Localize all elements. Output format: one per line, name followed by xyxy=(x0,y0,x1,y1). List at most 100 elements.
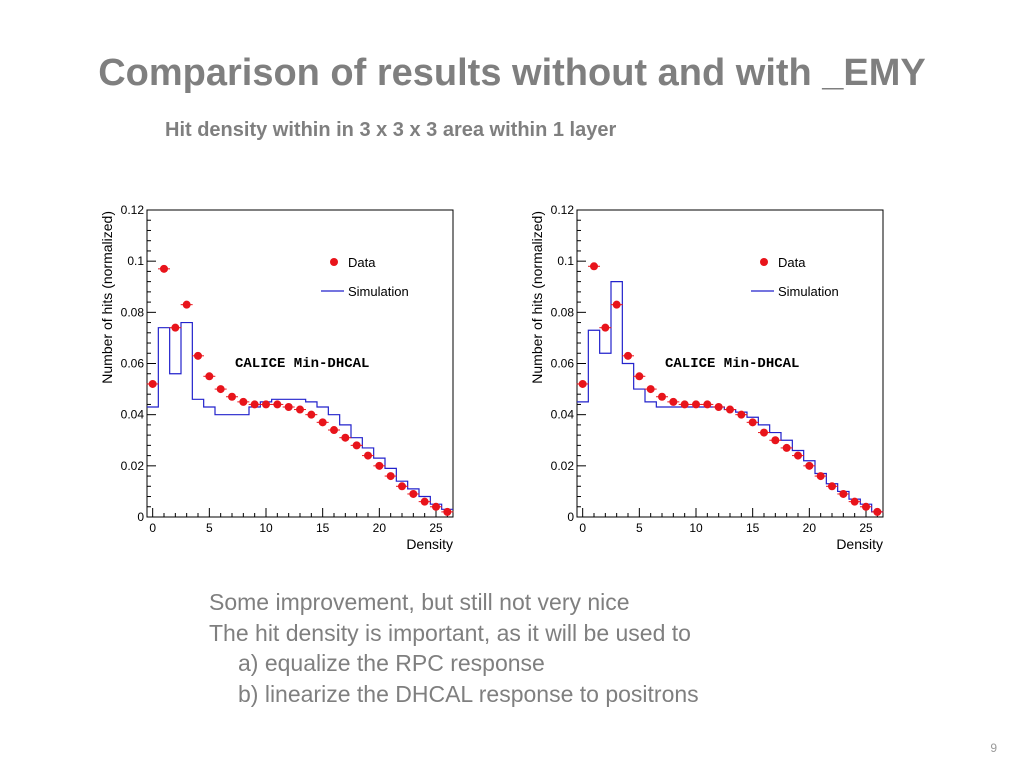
y-tick-label: 0.06 xyxy=(551,357,575,371)
data-point xyxy=(375,461,384,470)
legend-data-marker xyxy=(760,258,768,266)
legend-simulation-label: Simulation xyxy=(348,284,409,299)
data-point xyxy=(296,405,304,414)
legend-data-marker xyxy=(330,258,338,266)
y-tick-label: 0.02 xyxy=(121,459,145,473)
data-point xyxy=(148,379,157,388)
data-point xyxy=(160,264,168,273)
data-point xyxy=(692,400,700,409)
x-tick-label: 20 xyxy=(803,521,817,535)
data-point xyxy=(409,489,418,498)
y-axis-title: Number of hits (normalized) xyxy=(529,211,545,384)
data-point xyxy=(601,323,610,332)
y-tick-label: 0.04 xyxy=(121,408,145,422)
data-point xyxy=(171,323,180,332)
x-axis-title: Density xyxy=(836,536,883,552)
data-point xyxy=(330,426,338,435)
x-axis-title: Density xyxy=(406,536,453,552)
y-tick-label: 0.1 xyxy=(127,254,144,268)
data-point xyxy=(771,436,780,445)
chart-left: 0 0.02 0.04 0.06 0.08 0.1 0.12 0 5 10 15 20 25 Densit… xyxy=(92,196,472,561)
data-point xyxy=(748,418,757,427)
x-tick-label: 10 xyxy=(689,521,703,535)
legend-data-label: Data xyxy=(778,255,806,270)
data-point xyxy=(703,400,712,409)
data-point xyxy=(805,461,814,470)
y-tick-label: 0.08 xyxy=(121,305,145,319)
x-tick-label: 10 xyxy=(259,521,273,535)
x-tick-label: 0 xyxy=(579,521,586,535)
data-point xyxy=(646,385,655,394)
data-point xyxy=(624,351,632,360)
y-tick-label: 0.06 xyxy=(121,357,145,371)
slide-subtitle: Hit density within in 3 x 3 x 3 area wit… xyxy=(165,119,617,141)
data-point xyxy=(352,441,361,450)
y-tick-label: 0.04 xyxy=(551,408,575,422)
x-tick-label: 15 xyxy=(746,521,760,535)
x-tick-label: 15 xyxy=(316,521,330,535)
bullet-line-1: Some improvement, but still not very nic… xyxy=(209,589,630,615)
slide-title: Comparison of results without and with _… xyxy=(98,52,926,94)
data-point xyxy=(307,410,316,419)
data-point xyxy=(760,428,768,437)
x-tick-label: 25 xyxy=(859,521,873,535)
data-point xyxy=(612,300,621,309)
data-point xyxy=(250,400,259,409)
y-tick-label: 0.08 xyxy=(551,305,575,319)
y-tick-label: 0.1 xyxy=(557,254,574,268)
data-point xyxy=(578,379,587,388)
data-point xyxy=(635,372,644,381)
simulation-series-line xyxy=(147,321,453,510)
data-point xyxy=(726,405,734,414)
data-point xyxy=(873,507,882,516)
data-point xyxy=(216,385,225,394)
data-point xyxy=(284,402,293,411)
data-point xyxy=(398,482,406,491)
data-point xyxy=(318,418,327,427)
legend-simulation-label: Simulation xyxy=(778,284,839,299)
data-point xyxy=(262,400,270,409)
data-point xyxy=(239,397,248,406)
x-tick-label: 5 xyxy=(206,521,213,535)
x-tick-label: 20 xyxy=(373,521,387,535)
data-point xyxy=(737,410,746,419)
data-point xyxy=(341,433,350,442)
data-point xyxy=(443,507,452,516)
data-point xyxy=(386,472,395,481)
data-point xyxy=(228,392,236,401)
data-point xyxy=(364,451,372,460)
simulation-series-line xyxy=(577,281,883,513)
y-tick-label: 0.12 xyxy=(121,203,145,217)
bullet-line-2: The hit density is important, as it will… xyxy=(209,619,691,646)
data-point xyxy=(862,502,870,511)
data-point xyxy=(816,472,825,481)
y-tick-label: 0 xyxy=(137,510,144,524)
data-point xyxy=(590,262,598,271)
x-tick-label: 0 xyxy=(149,521,156,535)
y-tick-label: 0.12 xyxy=(551,203,575,217)
bullet-subline-b: b) linearize the DHCAL response to posit… xyxy=(238,680,699,707)
chart-annotation: CALICE Min-DHCAL xyxy=(235,356,369,372)
data-point xyxy=(432,502,440,511)
data-point xyxy=(850,497,859,506)
data-point xyxy=(782,443,791,452)
data-point xyxy=(182,300,191,309)
data-point xyxy=(680,400,689,409)
data-point xyxy=(794,451,802,460)
y-tick-label: 0 xyxy=(567,510,574,524)
data-point xyxy=(273,400,282,409)
bullet-subline-a: a) equalize the RPC response xyxy=(238,650,545,676)
data-point xyxy=(828,482,836,491)
bullet-list: Some improvement, but still not very nic… xyxy=(209,587,699,709)
data-point xyxy=(420,497,429,506)
data-point xyxy=(714,402,723,411)
y-axis-title: Number of hits (normalized) xyxy=(99,211,115,384)
data-point xyxy=(194,351,202,360)
chart-left-svg: 0 0.02 0.04 0.06 0.08 0.1 0.12 0 5 10 15 20 25Densit… xyxy=(99,203,454,552)
data-point xyxy=(658,392,666,401)
chart-right-svg: 0 0.02 0.04 0.06 0.08 0.1 0.12 0 5 10 15 20 25Densit… xyxy=(529,203,884,552)
data-point xyxy=(669,397,678,406)
x-tick-label: 25 xyxy=(429,521,443,535)
chart-annotation: CALICE Min-DHCAL xyxy=(665,356,799,372)
chart-right: 0 0.02 0.04 0.06 0.08 0.1 0.12 0 5 10 15 20 25 Densit… xyxy=(522,196,902,561)
